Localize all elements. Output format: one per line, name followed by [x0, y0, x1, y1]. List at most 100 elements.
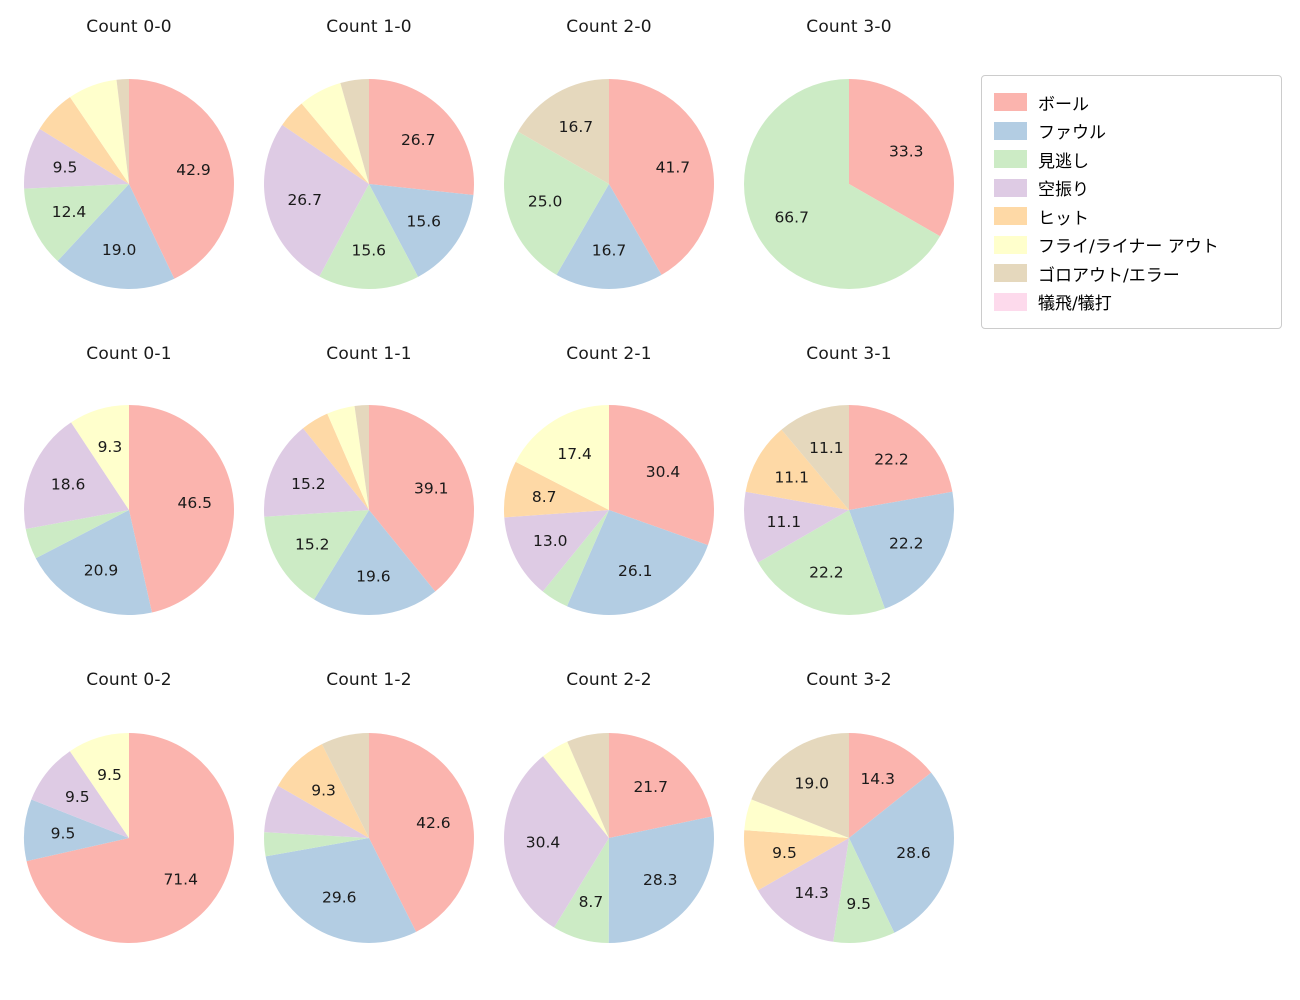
pie-slice — [567, 733, 609, 838]
slice-percent-label: 15.6 — [407, 213, 442, 231]
pie-slice — [609, 405, 715, 546]
slice-percent-label: 9.5 — [846, 895, 871, 913]
slice-percent-label: 9.5 — [53, 159, 78, 177]
pie-slice — [25, 510, 130, 559]
pie-slice — [35, 510, 152, 615]
pie-slice — [849, 733, 932, 838]
legend-item: 見逃し — [994, 145, 1269, 174]
pie-chart-count-1-2: 42.6 29.6 9.3 — [264, 733, 474, 943]
legend: ボールファウル 見逃し 空振りヒットフライ/ライナー アウト ゴロアウト/エラー 犠飛/… — [981, 75, 1282, 329]
slice-percent-label: 28.6 — [896, 844, 931, 862]
pie-chart-count-1-0: 26.7 15.6 15.6 26.7 — [263, 79, 474, 290]
pie-slice — [321, 733, 369, 838]
pie-slice — [554, 838, 609, 943]
legend-item: ファウル — [994, 117, 1269, 146]
pie-slice — [744, 799, 849, 838]
pie-slice — [744, 830, 849, 891]
legend-label: ゴロアウト/エラー — [1038, 265, 1180, 286]
pie-slice — [556, 184, 662, 290]
slice-percent-label: 9.5 — [772, 844, 797, 862]
pie-slice — [503, 131, 609, 275]
slice-percent-label: 26.7 — [287, 191, 322, 209]
legend-label: ボール — [1038, 94, 1089, 115]
pie-chart-count-0-0: 42.9 19.0 12.4 9.5 — [23, 79, 234, 289]
pie-chart-count-2-1: 30.4 26.1 13.0 8.7 17.4 — [503, 405, 715, 616]
legend-swatch — [994, 292, 1027, 311]
pie-slice — [609, 733, 712, 838]
slice-percent-label: 9.5 — [51, 824, 76, 842]
legend-item: 空振り — [994, 174, 1269, 203]
pie-chart-count-2-2: 21.7 28.3 8.7 30.4 — [504, 733, 715, 944]
slice-percent-label: 17.4 — [557, 445, 592, 463]
pie-slice — [566, 510, 708, 616]
pie-slice — [757, 838, 849, 942]
pie-slice — [129, 79, 234, 279]
slice-percent-label: 11.1 — [767, 513, 802, 531]
slice-percent-label: 22.2 — [874, 451, 909, 469]
slice-percent-label: 71.4 — [163, 871, 198, 889]
pie-slice — [743, 78, 941, 289]
slice-percent-label: 30.4 — [646, 463, 681, 481]
pie-slice — [277, 744, 369, 838]
pie-slice — [369, 79, 474, 196]
chart-title-count-3-1: Count 3-1 — [806, 344, 892, 364]
pie-slice — [26, 733, 234, 943]
pie-slice — [264, 428, 369, 517]
pie-slice — [354, 405, 369, 510]
slice-percent-label: 30.4 — [526, 834, 561, 852]
slice-percent-label: 29.6 — [322, 889, 357, 907]
slice-percent-label: 41.7 — [656, 158, 691, 176]
legend-swatch — [994, 150, 1027, 169]
slice-percent-label: 28.3 — [643, 871, 678, 889]
slice-percent-label: 20.9 — [84, 561, 119, 579]
legend-label: フライ/ライナー アウト — [1038, 237, 1219, 258]
pie-slice — [369, 733, 474, 932]
legend-swatch — [994, 121, 1027, 140]
pie-slice — [504, 510, 609, 592]
pie-slice — [542, 510, 609, 607]
legend-label: ファウル — [1038, 123, 1106, 144]
pie-slice — [849, 772, 954, 933]
pie-slice — [744, 491, 849, 563]
legend-label: 犠飛/犠打 — [1038, 294, 1112, 315]
pie-chart-count-0-2: 71.4 9.5 9.5 9.5 — [24, 733, 234, 943]
chart-title-count-1-1: Count 1-1 — [326, 344, 412, 364]
slice-percent-label: 19.0 — [102, 241, 137, 259]
pie-chart-count-3-2: 14.3 28.6 9.5 14.3 9.5 19.0 — [744, 733, 954, 943]
pie-slice — [31, 751, 129, 838]
slice-percent-label: 8.7 — [532, 488, 557, 506]
pie-slice — [327, 406, 369, 510]
pie-slice — [314, 510, 436, 616]
chart-title-count-1-0: Count 1-0 — [326, 17, 412, 37]
pie-slice — [608, 816, 715, 944]
chart-title-count-0-1: Count 0-1 — [86, 344, 172, 364]
slice-percent-label: 19.0 — [795, 775, 830, 793]
slice-percent-label: 9.5 — [65, 788, 90, 806]
pie-slice — [264, 832, 369, 857]
legend-swatch — [994, 178, 1027, 197]
chart-title-count-0-0: Count 0-0 — [86, 17, 172, 37]
pie-slice — [57, 184, 175, 289]
pie-chart-count-2-0: 41.7 16.7 25.0 16.7 — [503, 79, 715, 290]
pie-slice — [263, 124, 369, 277]
pie-chart-count-3-0: 33.3 66.7 — [743, 78, 954, 289]
pie-slice — [515, 405, 609, 510]
chart-title-count-2-2: Count 2-2 — [566, 670, 652, 690]
pie-slice — [503, 461, 609, 518]
pie-slice — [264, 785, 369, 838]
pie-chart-count-0-1: 46.5 20.9 18.6 9.3 — [24, 405, 234, 615]
pie-slice — [369, 184, 474, 277]
legend-label: ヒット — [1038, 208, 1089, 229]
legend-item: ヒット — [994, 202, 1269, 231]
pie-slice — [301, 82, 369, 184]
pie-slice — [849, 405, 953, 510]
slice-percent-label: 18.6 — [51, 476, 86, 494]
pie-slice — [849, 79, 954, 237]
slice-percent-label: 11.1 — [809, 439, 844, 457]
slice-percent-label: 9.5 — [97, 766, 122, 784]
legend-item: ボール — [994, 88, 1269, 117]
slice-percent-label: 13.0 — [533, 532, 568, 550]
slice-percent-label: 33.3 — [889, 142, 924, 160]
pie-slice — [340, 79, 369, 184]
